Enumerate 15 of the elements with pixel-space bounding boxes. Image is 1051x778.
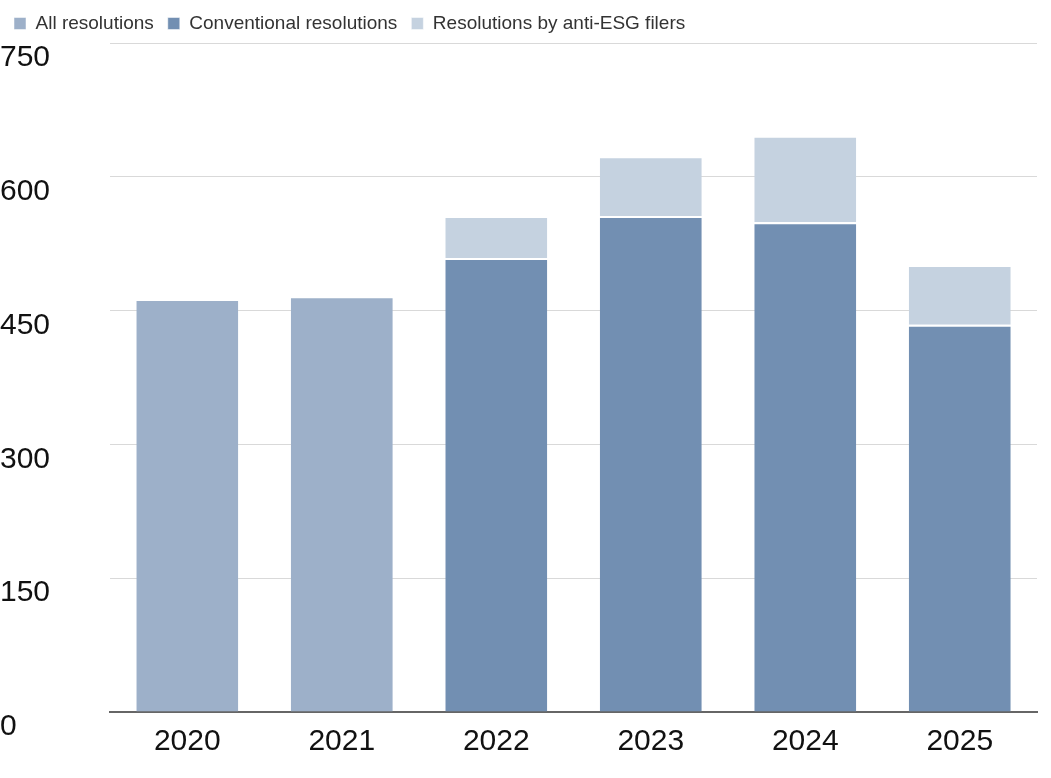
x-tick-label: 2022 <box>462 723 530 757</box>
x-tick-label: 2021 <box>308 723 376 757</box>
legend-label: Resolutions by anti-ESG filers <box>432 11 686 33</box>
y-tick-label: 450 <box>0 306 51 340</box>
legend-label: Conventional resolutions <box>189 11 398 33</box>
y-tick-label: 0 <box>0 708 17 742</box>
x-tick-label: 2025 <box>926 723 994 757</box>
y-tick-label: 300 <box>0 440 51 474</box>
y-tick-label: 150 <box>0 574 51 608</box>
x-tick-label: 2023 <box>617 723 685 757</box>
x-tick-label: 2020 <box>153 723 221 757</box>
x-tick-label: 2024 <box>771 723 839 757</box>
y-tick-label: 600 <box>0 173 51 207</box>
legend-label: All resolutions <box>35 11 154 33</box>
y-tick-label: 750 <box>0 39 51 73</box>
